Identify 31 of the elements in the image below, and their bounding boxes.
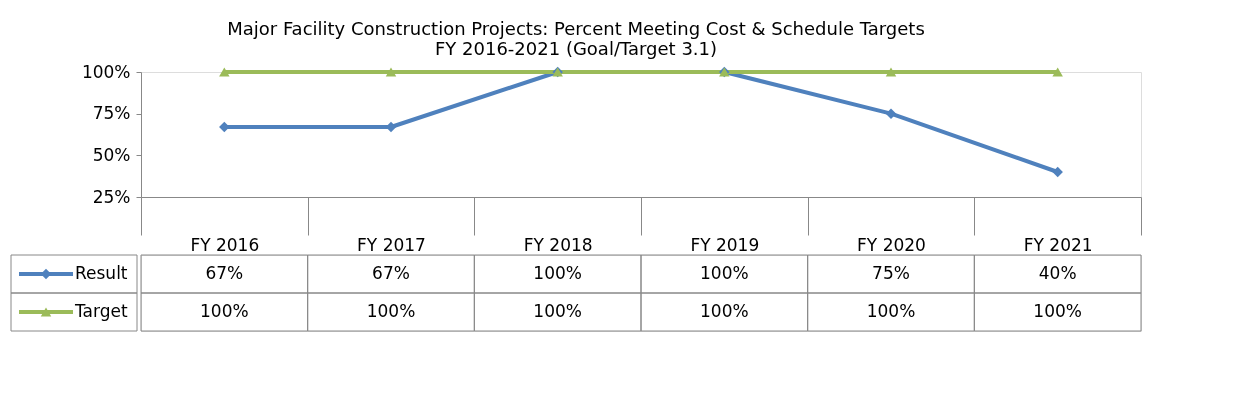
x-tick-label: FY 2019	[690, 234, 760, 255]
point	[1052, 166, 1063, 178]
x-tick-label: FY 2016	[190, 234, 260, 255]
chart-title: Major Facility Construction Projects: Percent Meeting Cost & Schedule Targets	[227, 17, 925, 39]
y-tick-label: 25%	[92, 186, 131, 207]
data-label: 100%	[200, 301, 249, 321]
data-label: 67%	[372, 263, 410, 283]
x-tick-label: FY 2020	[857, 234, 926, 255]
point	[885, 67, 897, 77]
y-tick-label: 75%	[92, 103, 131, 124]
data-label: 75%	[872, 263, 910, 283]
data-label: 100%	[700, 301, 749, 321]
legend-label: Target	[74, 301, 128, 321]
point	[385, 67, 397, 77]
legend-label: Result	[75, 263, 128, 283]
x-tick-label: FY 2018	[523, 234, 593, 255]
data-label: 100%	[533, 301, 582, 321]
point	[1052, 67, 1063, 77]
data-label: 67%	[205, 263, 244, 283]
y-tick-label: 100%	[81, 61, 131, 82]
data-label: 40%	[1038, 263, 1077, 283]
x-tick-label: FY 2017	[357, 234, 426, 255]
data-label: 100%	[1033, 301, 1082, 321]
data-label: 100%	[366, 301, 416, 321]
point	[219, 67, 230, 77]
data-label: 100%	[533, 263, 582, 283]
data-label: 100%	[866, 301, 916, 321]
data-label: 100%	[700, 263, 749, 283]
point	[885, 108, 897, 119]
x-tick-label: FY 2021	[1023, 234, 1093, 255]
y-tick-label: 50%	[92, 144, 131, 165]
